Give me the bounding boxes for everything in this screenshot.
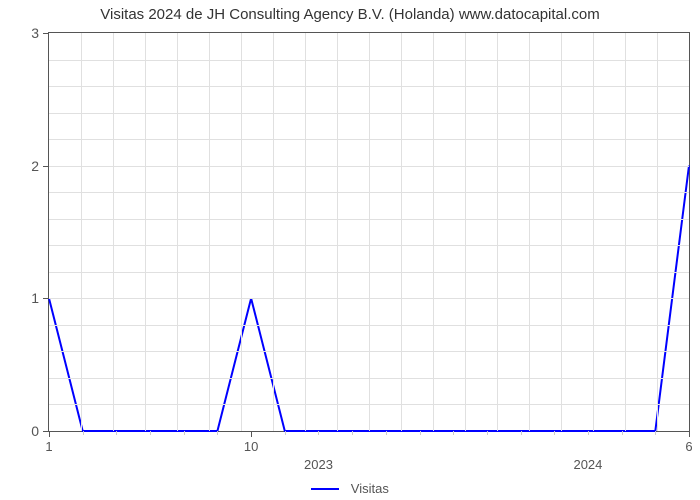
gridline-horizontal	[49, 166, 689, 167]
x-tick-label: 10	[244, 439, 258, 454]
gridline-horizontal	[49, 113, 689, 114]
x-category-label: 2023	[304, 457, 333, 472]
x-tick-minor	[285, 431, 286, 435]
gridline-vertical	[337, 33, 338, 431]
x-tick-minor	[184, 431, 185, 435]
gridline-horizontal	[49, 378, 689, 379]
gridline-horizontal	[49, 60, 689, 61]
gridline-vertical	[561, 33, 562, 431]
legend-label: Visitas	[351, 481, 389, 496]
gridline-vertical	[113, 33, 114, 431]
gridline-horizontal	[49, 219, 689, 220]
x-tick-minor	[217, 431, 218, 435]
x-tick-label: 6	[685, 439, 692, 454]
gridline-vertical	[273, 33, 274, 431]
gridline-horizontal	[49, 351, 689, 352]
chart-title: Visitas 2024 de JH Consulting Agency B.V…	[0, 6, 700, 23]
x-tick-minor	[83, 431, 84, 435]
plot-area: 0123110620232024	[48, 32, 690, 432]
gridline-vertical	[241, 33, 242, 431]
gridline-horizontal	[49, 139, 689, 140]
gridline-horizontal	[49, 272, 689, 273]
x-tick-minor	[588, 431, 589, 435]
x-tick-major	[689, 431, 690, 437]
gridline-vertical	[593, 33, 594, 431]
x-tick-minor	[318, 431, 319, 435]
gridline-horizontal	[49, 298, 689, 299]
legend-swatch	[311, 488, 339, 490]
gridline-horizontal	[49, 404, 689, 405]
x-tick-minor	[622, 431, 623, 435]
gridline-vertical	[497, 33, 498, 431]
gridline-vertical	[433, 33, 434, 431]
gridline-vertical	[209, 33, 210, 431]
y-tick	[43, 166, 49, 167]
chart-legend: Visitas	[0, 480, 700, 496]
gridline-vertical	[81, 33, 82, 431]
y-tick-label: 1	[31, 290, 39, 306]
gridline-vertical	[625, 33, 626, 431]
visits-chart: Visitas 2024 de JH Consulting Agency B.V…	[0, 0, 700, 500]
gridline-vertical	[305, 33, 306, 431]
gridline-vertical	[369, 33, 370, 431]
gridline-vertical	[401, 33, 402, 431]
x-tick-major	[251, 431, 252, 437]
x-tick-minor	[521, 431, 522, 435]
y-tick	[43, 33, 49, 34]
x-tick-minor	[420, 431, 421, 435]
x-tick-minor	[655, 431, 656, 435]
x-tick-minor	[116, 431, 117, 435]
x-tick-minor	[453, 431, 454, 435]
gridline-horizontal	[49, 192, 689, 193]
y-tick-label: 2	[31, 158, 39, 174]
x-tick-major	[49, 431, 50, 437]
x-tick-minor	[352, 431, 353, 435]
gridline-horizontal	[49, 86, 689, 87]
x-tick-minor	[150, 431, 151, 435]
x-tick-minor	[386, 431, 387, 435]
y-tick	[43, 298, 49, 299]
gridline-vertical	[529, 33, 530, 431]
gridline-vertical	[465, 33, 466, 431]
x-tick-minor	[487, 431, 488, 435]
y-tick-label: 3	[31, 25, 39, 41]
x-tick-minor	[554, 431, 555, 435]
y-tick-label: 0	[31, 423, 39, 439]
gridline-vertical	[145, 33, 146, 431]
gridline-vertical	[177, 33, 178, 431]
gridline-horizontal	[49, 245, 689, 246]
gridline-horizontal	[49, 325, 689, 326]
x-tick-label: 1	[45, 439, 52, 454]
x-category-label: 2024	[573, 457, 602, 472]
gridline-vertical	[657, 33, 658, 431]
